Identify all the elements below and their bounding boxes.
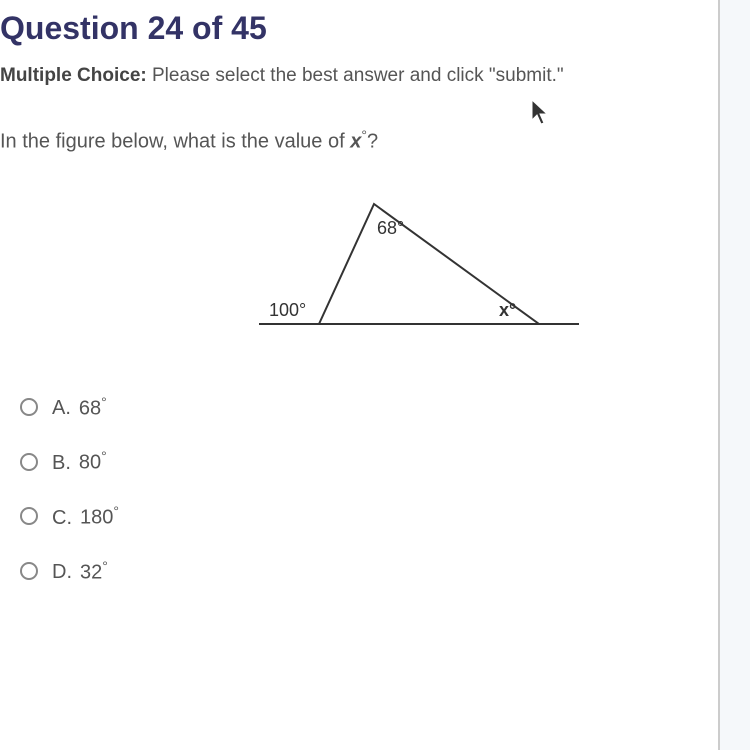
option-letter: C. [52,507,72,529]
instruction-text: Please select the best answer and click … [147,65,564,86]
prompt-prefix: In the figure below, what is the value o… [0,131,350,153]
question-prompt: In the figure below, what is the value o… [0,127,718,154]
option-d[interactable]: D. 32° [20,558,718,585]
angle-left-label: 100° [269,300,306,320]
prompt-suffix: ? [367,131,378,153]
content-area: Question 24 of 45 Multiple Choice: Pleas… [0,0,720,750]
option-c[interactable]: C. 180° [20,503,718,530]
prompt-variable: x [350,131,361,153]
option-value: 32 [80,561,102,583]
option-unit: ° [113,503,119,519]
option-unit: ° [101,394,107,410]
radio-icon[interactable] [20,562,38,580]
option-value: 180 [80,507,113,529]
figure-container: 68° 100° x° [0,184,718,354]
triangle-diagram: 68° 100° x° [249,184,589,354]
option-label-d: D. 32° [52,558,108,585]
question-title: Question 24 of 45 [0,10,718,47]
option-unit: ° [101,448,107,464]
option-value: 68 [79,397,101,419]
angle-top-label: 68° [377,218,404,238]
option-label-c: C. 180° [52,503,119,530]
option-b[interactable]: B. 80° [20,448,718,475]
instruction-line: Multiple Choice: Please select the best … [0,65,718,87]
angle-right-label: x° [499,300,516,320]
option-label-a: A. 68° [52,394,107,421]
option-label-b: B. 80° [52,448,107,475]
option-letter: D. [52,561,72,583]
radio-icon[interactable] [20,398,38,416]
instruction-label: Multiple Choice: [0,65,147,86]
option-unit: ° [102,558,108,574]
options-list: A.68° B.80° C.180° D.32° [0,394,718,585]
option-value: 80 [79,452,101,474]
radio-icon[interactable] [20,453,38,471]
option-a[interactable]: A. 68° [20,394,718,421]
option-letter: A. [52,397,71,419]
radio-icon[interactable] [20,507,38,525]
option-letter: B. [52,452,71,474]
